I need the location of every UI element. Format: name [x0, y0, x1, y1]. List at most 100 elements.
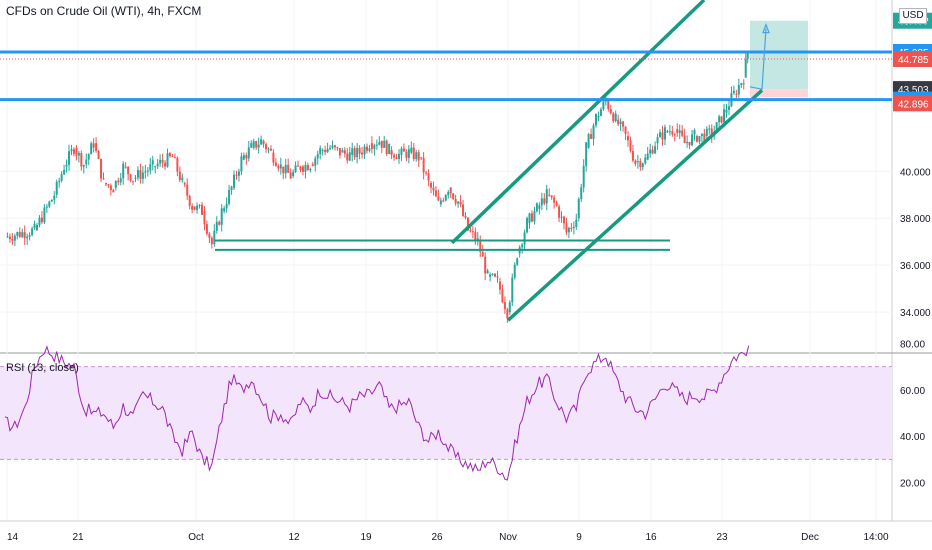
- candle-down: [272, 152, 275, 163]
- candle-up: [602, 101, 605, 110]
- candle-up: [356, 147, 359, 158]
- candle-up: [144, 171, 147, 173]
- candle-up: [55, 181, 58, 195]
- candle-up: [439, 200, 442, 205]
- candle-up: [252, 141, 255, 148]
- candle-down: [255, 141, 258, 148]
- candle-down: [543, 198, 546, 204]
- y-tick-label: 34.000: [900, 308, 931, 319]
- candle-up: [744, 59, 747, 78]
- candle-down: [161, 159, 164, 163]
- candle-up: [693, 130, 696, 135]
- candle-up: [240, 156, 243, 172]
- candle-up: [691, 134, 694, 146]
- candle-up: [511, 277, 514, 303]
- candle-up: [220, 208, 223, 225]
- candle-down: [205, 224, 208, 234]
- candle-up: [292, 171, 295, 176]
- candle-down: [454, 198, 457, 204]
- candle-up: [375, 144, 378, 146]
- candle-down: [127, 166, 130, 175]
- rsi-line: [4, 345, 750, 481]
- candle-down: [471, 231, 474, 233]
- candle-up: [732, 90, 735, 94]
- candle-down: [171, 156, 174, 158]
- candle-up: [444, 195, 447, 201]
- candle-up: [319, 147, 322, 155]
- candle-down: [390, 150, 393, 155]
- candle-up: [228, 189, 231, 204]
- candle-up: [314, 158, 317, 166]
- candle-down: [301, 166, 304, 172]
- candle-up: [619, 121, 622, 125]
- candle-up: [597, 115, 600, 118]
- candle-down: [562, 216, 565, 224]
- candle-up: [122, 163, 125, 179]
- candle-up: [28, 235, 31, 237]
- candle-up: [70, 149, 73, 152]
- candle-down: [703, 133, 706, 142]
- projection-path: [749, 28, 767, 90]
- candle-up: [13, 235, 16, 241]
- candle-down: [503, 302, 506, 310]
- candle-up: [595, 114, 597, 126]
- candle-up: [351, 148, 354, 155]
- candle-up: [486, 270, 489, 274]
- candle-down: [558, 206, 561, 218]
- candle-down: [188, 195, 191, 206]
- currency-badge[interactable]: USD: [899, 8, 927, 24]
- candle-up: [141, 172, 144, 179]
- candle-down: [262, 140, 265, 145]
- candle-up: [410, 147, 413, 153]
- candle-up: [666, 131, 669, 133]
- candle-up: [678, 130, 681, 133]
- candle-down: [570, 227, 573, 229]
- candle-up: [489, 274, 492, 277]
- candle-up: [233, 174, 236, 188]
- candle-down: [274, 162, 277, 166]
- candle-up: [119, 178, 122, 183]
- candle-down: [132, 180, 135, 182]
- candle-down: [612, 113, 615, 122]
- candle-down: [324, 150, 327, 153]
- candle-up: [284, 164, 287, 174]
- candle-up: [723, 109, 726, 123]
- candle-down: [11, 239, 14, 241]
- candle-down: [100, 158, 103, 179]
- projection-arrowhead: [762, 22, 770, 34]
- candle-down: [336, 147, 339, 149]
- candle-down: [501, 289, 504, 303]
- candle-down: [710, 128, 713, 136]
- candle-up: [577, 199, 580, 219]
- candle-down: [430, 183, 433, 188]
- candle-down: [353, 148, 356, 158]
- candle-down: [380, 140, 383, 148]
- candle-down: [402, 148, 405, 152]
- candle-up: [363, 146, 366, 155]
- candle-up: [727, 106, 730, 110]
- candle-down: [432, 187, 435, 191]
- candle-down: [590, 134, 593, 139]
- candle-up: [26, 236, 29, 239]
- candle-up: [407, 149, 410, 158]
- x-tick-label: 23: [716, 532, 728, 543]
- candle-down: [183, 183, 186, 185]
- candle-up: [65, 164, 68, 167]
- candle-up: [668, 131, 671, 133]
- candle-down: [75, 147, 78, 156]
- candle-down: [459, 201, 462, 205]
- candle-down: [427, 173, 430, 181]
- candle-up: [114, 180, 117, 188]
- candle-down: [277, 165, 280, 169]
- x-tick-label: 12: [288, 532, 300, 543]
- candle-down: [385, 140, 388, 155]
- candle-up: [242, 155, 245, 160]
- candle-up: [136, 170, 139, 178]
- candle-up: [523, 232, 526, 245]
- candle-down: [607, 100, 610, 110]
- candle-up: [725, 109, 728, 113]
- x-tick-label: 14: [7, 532, 19, 543]
- candle-down: [186, 184, 189, 196]
- candle-up: [582, 165, 585, 188]
